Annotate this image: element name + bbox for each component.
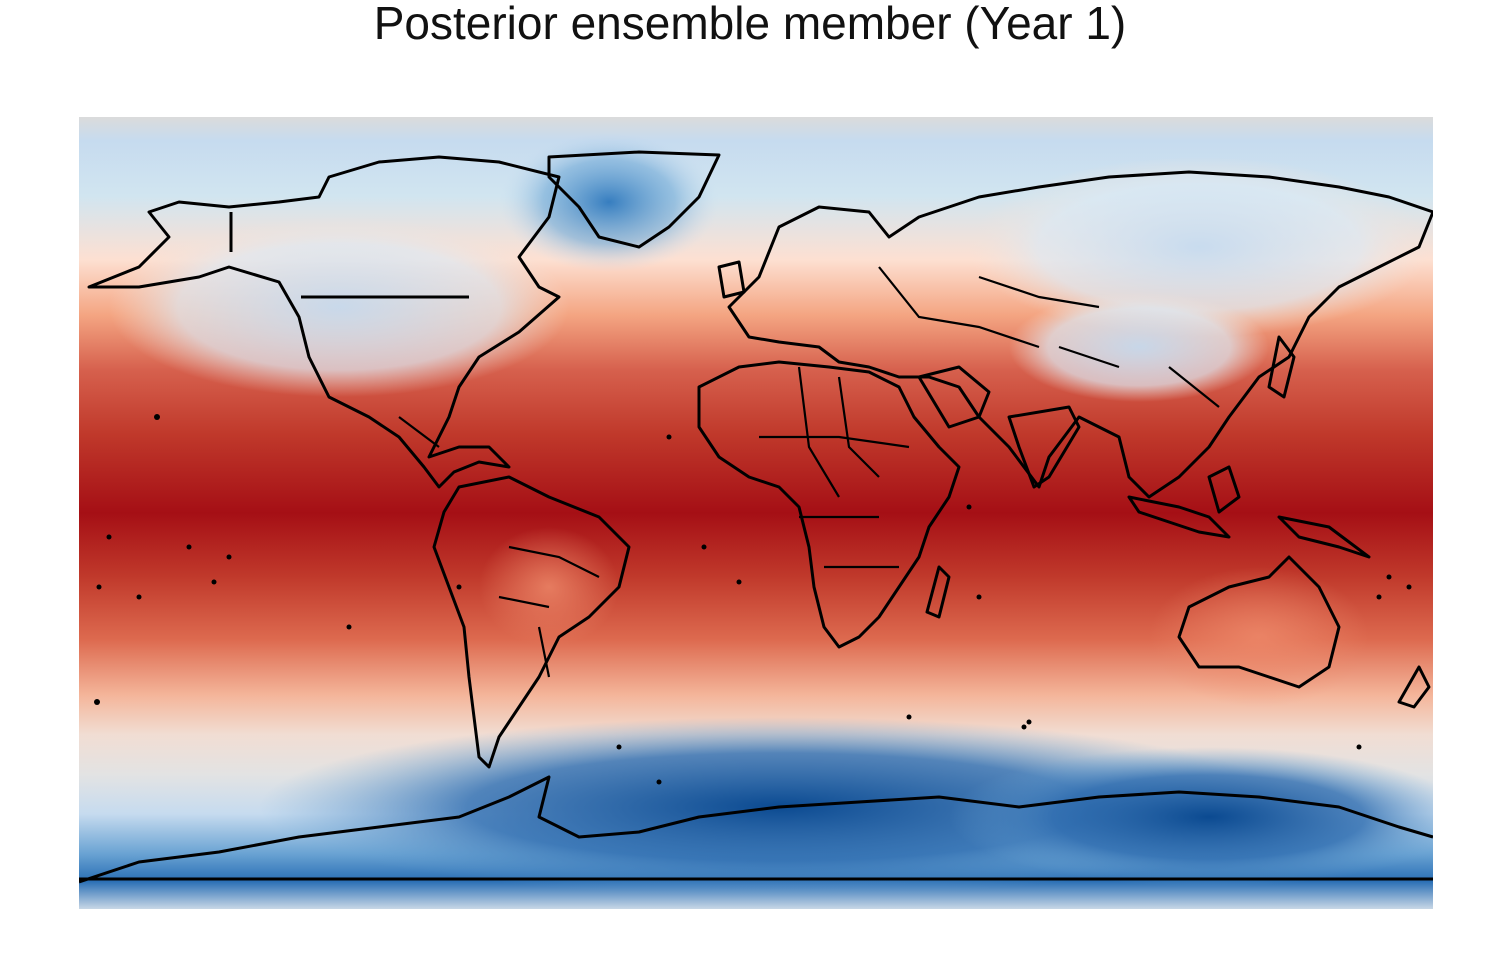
world-map (79, 117, 1433, 909)
map-svg (79, 117, 1433, 909)
country-borders (398, 266, 1220, 678)
map-title: Posterior ensemble member (Year 1) (373, 0, 1127, 49)
islands (94, 414, 1412, 785)
temperature-field (79, 117, 1433, 909)
coastlines (79, 150, 1433, 884)
